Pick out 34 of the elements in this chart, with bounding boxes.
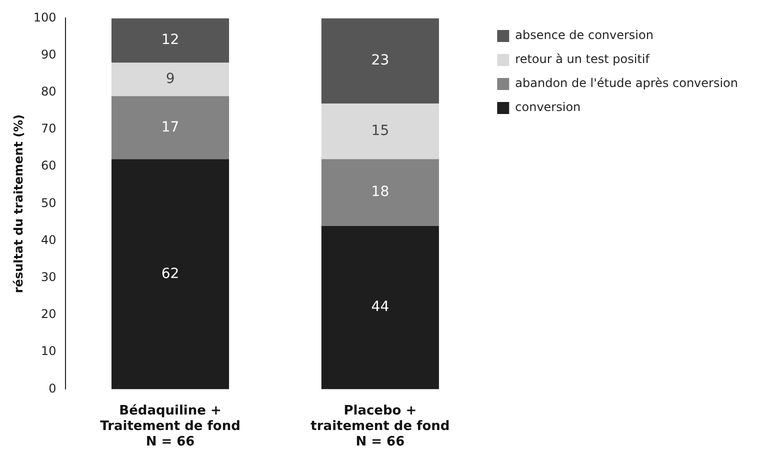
bar: [321, 104, 439, 160]
legend-label: absence de conversion: [515, 28, 654, 42]
data-label: 17: [161, 119, 180, 136]
y-tick-label: 60: [41, 158, 56, 173]
y-tick-label: 50: [41, 196, 56, 210]
bar: [111, 18, 230, 63]
y-tick-label: 40: [41, 232, 56, 247]
data-label: 12: [161, 32, 180, 48]
data-label: 44: [371, 299, 390, 316]
y-tick-label: 90: [41, 47, 56, 62]
bar: [111, 159, 230, 390]
bar: [111, 62, 230, 96]
data-label: 18: [371, 184, 390, 200]
bar: [321, 159, 439, 226]
data-label: 9: [166, 71, 175, 88]
data-label: 23: [371, 52, 390, 69]
y-tick-label: 0: [48, 381, 56, 396]
bar: [111, 96, 230, 160]
legend-label: abandon de l'étude après conversion: [515, 76, 738, 90]
y-axis-title: résultat du traitement (%): [11, 114, 26, 294]
bar: [321, 226, 439, 390]
y-tick-label: 10: [41, 344, 56, 358]
x-tick-label: Placebo + traitement de fond N = 66: [310, 403, 450, 450]
legend-label: retour à un test positif: [515, 52, 650, 66]
y-tick-label: 30: [41, 270, 56, 284]
x-tick-label: Bédaquiline + Traitement de fond N = 66: [100, 403, 240, 450]
bar: [321, 18, 439, 104]
y-tick-label: 20: [41, 307, 56, 322]
y-tick-label: 100: [33, 10, 56, 24]
y-tick-label: 80: [41, 84, 56, 99]
data-label: 15: [371, 122, 390, 139]
y-tick-label: 70: [41, 122, 56, 136]
legend-label: conversion: [515, 100, 581, 114]
data-label: 62: [161, 266, 180, 282]
